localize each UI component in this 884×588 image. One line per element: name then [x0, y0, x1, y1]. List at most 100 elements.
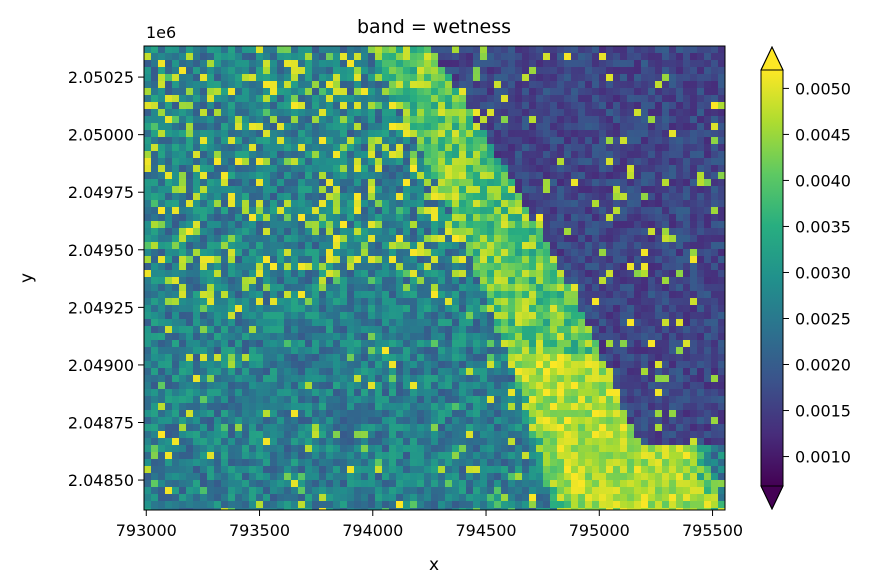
heatmap-cell [214, 333, 221, 340]
heatmap-cell [431, 375, 438, 382]
heatmap-cell [599, 81, 606, 88]
heatmap-cell [669, 270, 676, 277]
heatmap-cell [550, 389, 557, 396]
heatmap-cell [424, 214, 431, 221]
heatmap-cell [648, 438, 655, 445]
heatmap-cell [333, 67, 340, 74]
heatmap-cell [340, 298, 347, 305]
heatmap-cell [354, 165, 361, 172]
heatmap-cell [508, 151, 515, 158]
heatmap-cell [389, 424, 396, 431]
heatmap-cell [228, 270, 235, 277]
heatmap-cell [263, 116, 270, 123]
heatmap-cell [494, 46, 501, 53]
heatmap-cell [662, 424, 669, 431]
heatmap-cell [557, 172, 564, 179]
heatmap-cell [536, 263, 543, 270]
heatmap-cell [669, 298, 676, 305]
heatmap-cell [312, 242, 319, 249]
heatmap-cell [214, 109, 221, 116]
heatmap-cell [354, 263, 361, 270]
heatmap-cell [403, 130, 410, 137]
heatmap-cell [683, 361, 690, 368]
heatmap-cell [424, 417, 431, 424]
heatmap-cell [207, 186, 214, 193]
heatmap-cell [347, 53, 354, 60]
heatmap-cell [347, 368, 354, 375]
heatmap-cell [585, 200, 592, 207]
heatmap-cell [396, 193, 403, 200]
heatmap-cell [382, 291, 389, 298]
heatmap-cell [473, 123, 480, 130]
heatmap-cell [438, 368, 445, 375]
heatmap-cell [571, 270, 578, 277]
heatmap-cell [382, 263, 389, 270]
heatmap-cell [718, 263, 725, 270]
heatmap-cell [634, 249, 641, 256]
heatmap-cell [179, 403, 186, 410]
heatmap-cell [578, 67, 585, 74]
heatmap-cell [340, 242, 347, 249]
heatmap-cell [193, 305, 200, 312]
heatmap-cell [564, 214, 571, 221]
heatmap-cell [627, 277, 634, 284]
heatmap-cell [480, 396, 487, 403]
heatmap-cell [599, 361, 606, 368]
heatmap-cell [424, 67, 431, 74]
heatmap-cell [291, 347, 298, 354]
heatmap-cell [599, 333, 606, 340]
heatmap-cell [403, 102, 410, 109]
heatmap-cell [221, 179, 228, 186]
heatmap-cell [438, 67, 445, 74]
heatmap-cell [347, 144, 354, 151]
heatmap-cell [214, 46, 221, 53]
heatmap-cell [347, 207, 354, 214]
heatmap-cell [606, 298, 613, 305]
heatmap-cell [634, 130, 641, 137]
heatmap-cell [403, 123, 410, 130]
heatmap-cell [151, 354, 158, 361]
heatmap-cell [620, 368, 627, 375]
heatmap-cell [403, 298, 410, 305]
heatmap-cell [277, 333, 284, 340]
heatmap-cell [249, 228, 256, 235]
heatmap-cell [277, 375, 284, 382]
heatmap-cell [396, 158, 403, 165]
heatmap-cell [333, 116, 340, 123]
heatmap-cell [522, 417, 529, 424]
heatmap-cell [494, 396, 501, 403]
heatmap-cell [193, 347, 200, 354]
heatmap-cell [368, 137, 375, 144]
heatmap-cell [333, 151, 340, 158]
heatmap-cell [697, 200, 704, 207]
heatmap-cell [655, 46, 662, 53]
heatmap-cell [249, 158, 256, 165]
heatmap-cell [200, 410, 207, 417]
heatmap-cell [333, 228, 340, 235]
heatmap-cell [669, 256, 676, 263]
heatmap-cell [669, 396, 676, 403]
heatmap-cell [557, 67, 564, 74]
heatmap-cell [592, 165, 599, 172]
heatmap-cell [620, 277, 627, 284]
heatmap-cell [480, 445, 487, 452]
heatmap-cell [515, 172, 522, 179]
heatmap-cell [466, 319, 473, 326]
heatmap-cell [235, 319, 242, 326]
heatmap-cell [228, 375, 235, 382]
heatmap-cell [277, 74, 284, 81]
heatmap-cell [389, 312, 396, 319]
heatmap-cell [354, 445, 361, 452]
heatmap-cell [165, 60, 172, 67]
heatmap-cell [389, 123, 396, 130]
heatmap-cell [291, 249, 298, 256]
heatmap-cell [235, 109, 242, 116]
heatmap-cell [179, 256, 186, 263]
heatmap-cell [592, 431, 599, 438]
heatmap-cell [319, 438, 326, 445]
heatmap-cell [340, 221, 347, 228]
heatmap-cell [158, 305, 165, 312]
heatmap-cell [536, 46, 543, 53]
heatmap-cell [676, 340, 683, 347]
heatmap-cell [396, 116, 403, 123]
